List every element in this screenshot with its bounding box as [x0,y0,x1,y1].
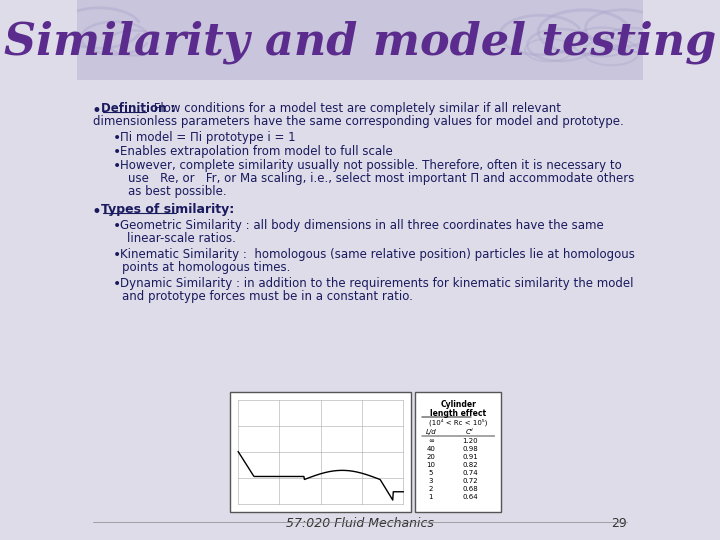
Text: •: • [112,219,121,233]
Text: (10⁴ < Rc < 10⁵): (10⁴ < Rc < 10⁵) [429,419,487,427]
Text: 1: 1 [428,494,433,500]
Text: dimensionless parameters have the same corresponding values for model and protot: dimensionless parameters have the same c… [93,115,624,128]
Text: linear-scale ratios.: linear-scale ratios. [127,232,235,245]
Text: as best possible.: as best possible. [128,185,227,198]
Text: 40: 40 [426,446,435,452]
Text: Cᵈ: Cᵈ [466,429,474,435]
Text: 0.91: 0.91 [462,454,478,460]
Text: Geometric Similarity : all body dimensions in all three coordinates have the sam: Geometric Similarity : all body dimensio… [120,219,604,232]
Text: Definition :: Definition : [101,102,175,115]
Text: Enables extrapolation from model to full scale: Enables extrapolation from model to full… [120,145,393,158]
Text: 3: 3 [428,478,433,484]
FancyBboxPatch shape [230,392,411,512]
Text: •: • [112,277,121,291]
Text: •: • [112,248,121,262]
Text: 57:020 Fluid Mechanics: 57:020 Fluid Mechanics [286,517,434,530]
Text: Similarity and model testing: Similarity and model testing [4,20,716,64]
Text: 0.98: 0.98 [462,446,478,452]
Text: •: • [91,102,101,120]
Text: 10: 10 [426,462,435,468]
Text: Cylinder: Cylinder [441,400,476,409]
Text: Dynamic Similarity : in addition to the requirements for kinematic similarity th: Dynamic Similarity : in addition to the … [120,277,634,290]
Text: length effect: length effect [430,409,486,418]
Text: 20: 20 [426,454,435,460]
Text: 1.20: 1.20 [462,438,478,444]
Text: 0.72: 0.72 [462,478,478,484]
Text: •: • [112,145,121,159]
Text: points at homologous times.: points at homologous times. [122,261,290,274]
Text: ∞: ∞ [428,438,433,444]
Text: 5: 5 [428,470,433,476]
Text: Kinematic Similarity :  homologous (same relative position) particles lie at hom: Kinematic Similarity : homologous (same … [120,248,635,261]
Text: •: • [112,131,121,145]
Text: •: • [112,159,121,173]
Text: use   Re, or   Fr, or Ma scaling, i.e., select most important Π and accommodate : use Re, or Fr, or Ma scaling, i.e., sele… [128,172,634,185]
FancyBboxPatch shape [415,392,501,512]
Text: Flow conditions for a model test are completely similar if all relevant: Flow conditions for a model test are com… [150,102,561,115]
Text: 0.64: 0.64 [462,494,478,500]
Text: Types of similarity:: Types of similarity: [101,203,234,216]
Text: Πi model = Πi prototype i = 1: Πi model = Πi prototype i = 1 [120,131,296,144]
Text: 29: 29 [611,517,627,530]
FancyBboxPatch shape [77,0,643,80]
Text: L/d: L/d [426,429,436,435]
Text: 2: 2 [428,486,433,492]
Text: 0.74: 0.74 [462,470,478,476]
Text: 0.68: 0.68 [462,486,478,492]
Text: 0.82: 0.82 [462,462,478,468]
Text: However, complete similarity usually not possible. Therefore, often it is necess: However, complete similarity usually not… [120,159,622,172]
Text: and prototype forces must be in a constant ratio.: and prototype forces must be in a consta… [122,290,413,303]
Text: •: • [91,203,101,221]
